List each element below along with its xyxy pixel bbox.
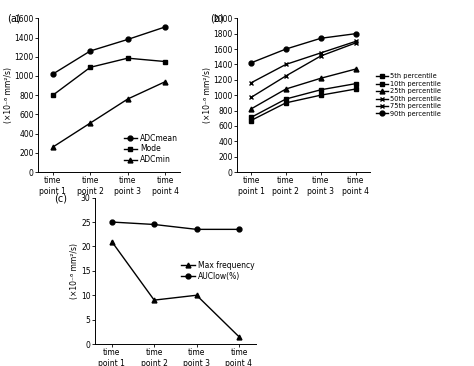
ADCmin [50,145,56,149]
Legend: 5th percentile, 10th percentile, 25th percentile, 50th percentile, 75th percenti: 5th percentile, 10th percentile, 25th pe… [376,73,442,117]
Line: Max frequency: Max frequency [109,239,241,339]
AUClow(%) [109,220,115,224]
AUClow(%) [151,222,157,227]
75th percentile [318,51,324,55]
Line: 75th percentile: 75th percentile [248,39,358,85]
90th percentile [318,36,324,41]
50th percentile [283,74,289,78]
Line: 10th percentile: 10th percentile [248,81,358,120]
10th percentile [318,87,324,92]
25th percentile [318,76,324,81]
10th percentile [353,81,359,86]
Text: (b): (b) [210,14,224,24]
Line: AUClow(%): AUClow(%) [109,220,241,232]
Line: ADCmin: ADCmin [50,79,168,149]
Mode [50,93,56,97]
Max frequency [109,239,115,244]
ADCmin [88,121,93,125]
10th percentile [283,97,289,101]
ADCmean [125,37,130,42]
75th percentile [248,81,254,85]
Line: 5th percentile: 5th percentile [248,87,358,123]
ADCmin [125,97,130,101]
Line: Mode: Mode [50,56,168,98]
Text: (c): (c) [55,193,67,203]
90th percentile [248,61,254,65]
5th percentile [283,101,289,105]
ADCmin [162,79,168,84]
25th percentile [353,67,359,71]
Line: 25th percentile: 25th percentile [248,67,358,111]
ADCmean [88,49,93,53]
Text: (a): (a) [7,14,20,24]
50th percentile [353,41,359,45]
Line: ADCmean: ADCmean [50,25,168,76]
25th percentile [283,87,289,91]
Line: 90th percentile: 90th percentile [248,31,358,65]
AUClow(%) [236,227,242,232]
10th percentile [248,115,254,120]
75th percentile [353,39,359,44]
Line: 50th percentile: 50th percentile [248,41,358,100]
5th percentile [318,93,324,97]
90th percentile [353,31,359,36]
Max frequency [151,298,157,302]
50th percentile [318,54,324,58]
Mode [88,65,93,70]
25th percentile [248,107,254,111]
50th percentile [248,95,254,100]
90th percentile [283,47,289,51]
ADCmean [162,25,168,29]
Y-axis label: (×10⁻⁶ mm²/s): (×10⁻⁶ mm²/s) [71,243,80,299]
5th percentile [353,87,359,91]
Max frequency [236,335,242,339]
Mode [125,56,130,60]
ADCmean [50,72,56,76]
Legend: Max frequency, AUClow(%): Max frequency, AUClow(%) [181,260,255,282]
5th percentile [248,118,254,123]
75th percentile [283,62,289,67]
Max frequency [194,293,200,298]
Mode [162,59,168,64]
Y-axis label: (×10⁻⁶ mm²/s): (×10⁻⁶ mm²/s) [203,67,212,123]
Legend: ADCmean, Mode, ADCmin: ADCmean, Mode, ADCmin [123,133,179,165]
Y-axis label: (×10⁻⁶ mm²/s): (×10⁻⁶ mm²/s) [4,67,13,123]
AUClow(%) [194,227,200,232]
